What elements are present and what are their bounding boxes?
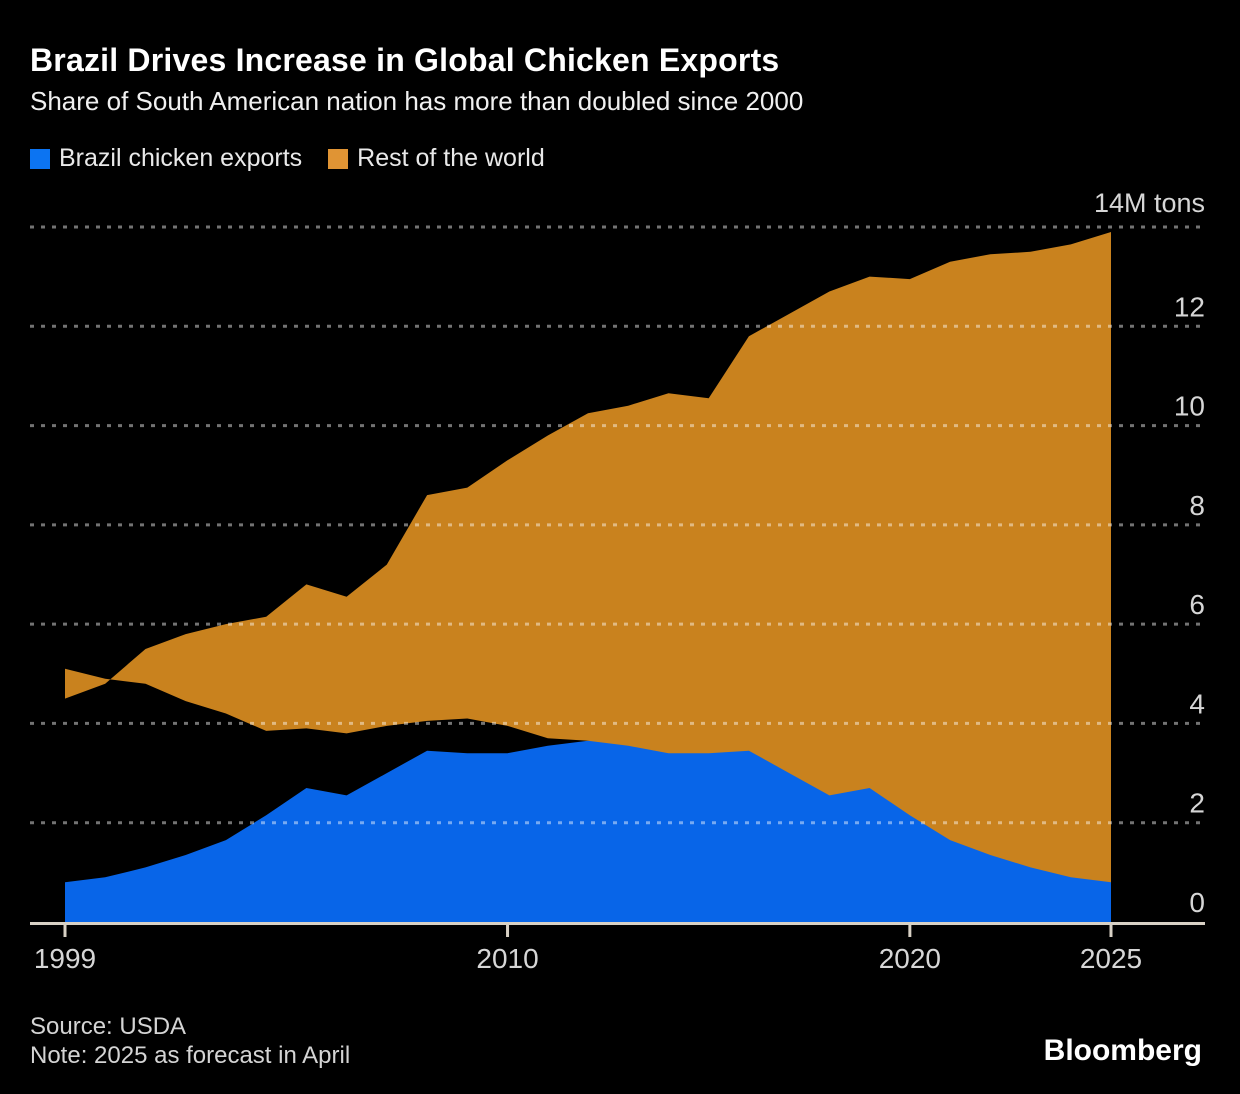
- y-tick-label: 0: [1189, 887, 1205, 918]
- page-subtitle: Share of South American nation has more …: [30, 86, 804, 116]
- legend-label-brazil: Brazil chicken exports: [59, 144, 303, 172]
- page-title: Brazil Drives Increase in Global Chicken…: [30, 42, 780, 78]
- footer: Source: USDA Note: 2025 as forecast in A…: [30, 1012, 350, 1070]
- legend-item-brazil: Brazil chicken exports: [30, 144, 302, 173]
- legend: Brazil chicken exports Rest of the world: [30, 144, 545, 173]
- y-tick-label: 10: [1174, 391, 1205, 422]
- x-tick-label: 1999: [34, 943, 96, 974]
- x-tick-label: 2010: [476, 943, 538, 974]
- y-tick-label: 8: [1189, 490, 1205, 521]
- legend-swatch-world: [328, 148, 349, 169]
- note-line: Note: 2025 as forecast in April: [30, 1042, 351, 1069]
- y-tick-label: 4: [1189, 688, 1205, 719]
- legend-label-world: Rest of the world: [357, 144, 545, 172]
- y-tick-label: 6: [1189, 589, 1205, 620]
- area-rest-of-world: [65, 232, 1111, 883]
- y-tick-label: 12: [1174, 291, 1205, 322]
- source-line: Source: USDA: [30, 1013, 187, 1040]
- y-axis-unit-label: 14M tons: [1093, 188, 1205, 218]
- y-tick-label: 2: [1189, 788, 1205, 819]
- bloomberg-logo: Bloomberg: [1043, 1034, 1202, 1067]
- legend-swatch-brazil: [30, 148, 50, 169]
- x-tick-label: 2025: [1080, 943, 1142, 974]
- x-tick-label: 2020: [879, 943, 941, 974]
- legend-item-world: Rest of the world: [328, 144, 545, 173]
